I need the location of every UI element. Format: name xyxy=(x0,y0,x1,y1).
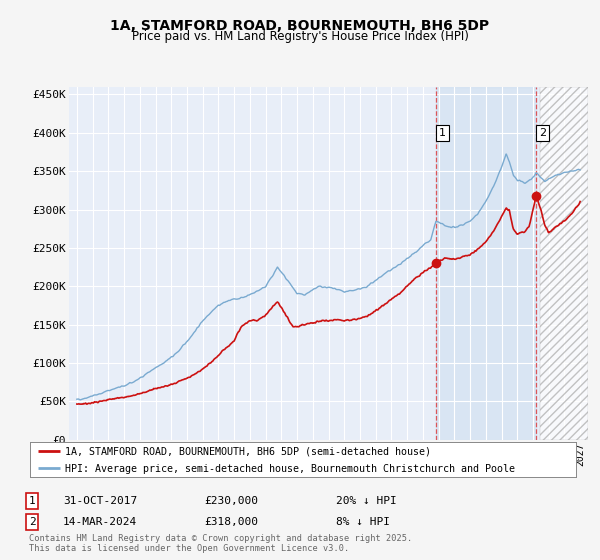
Text: 1A, STAMFORD ROAD, BOURNEMOUTH, BH6 5DP: 1A, STAMFORD ROAD, BOURNEMOUTH, BH6 5DP xyxy=(110,19,490,33)
Text: Contains HM Land Registry data © Crown copyright and database right 2025.
This d: Contains HM Land Registry data © Crown c… xyxy=(29,534,412,553)
Text: 1: 1 xyxy=(439,128,446,138)
Bar xyxy=(436,87,536,440)
Text: 2: 2 xyxy=(29,517,35,527)
Text: £318,000: £318,000 xyxy=(204,517,258,527)
Text: 8% ↓ HPI: 8% ↓ HPI xyxy=(336,517,390,527)
Text: 14-MAR-2024: 14-MAR-2024 xyxy=(63,517,137,527)
Text: 1: 1 xyxy=(29,496,35,506)
Text: £230,000: £230,000 xyxy=(204,496,258,506)
Text: 2: 2 xyxy=(539,128,547,138)
Text: 1A, STAMFORD ROAD, BOURNEMOUTH, BH6 5DP (semi-detached house): 1A, STAMFORD ROAD, BOURNEMOUTH, BH6 5DP … xyxy=(65,446,431,456)
Text: HPI: Average price, semi-detached house, Bournemouth Christchurch and Poole: HPI: Average price, semi-detached house,… xyxy=(65,464,515,474)
Text: 31-OCT-2017: 31-OCT-2017 xyxy=(63,496,137,506)
Text: Price paid vs. HM Land Registry's House Price Index (HPI): Price paid vs. HM Land Registry's House … xyxy=(131,30,469,43)
Text: 20% ↓ HPI: 20% ↓ HPI xyxy=(336,496,397,506)
